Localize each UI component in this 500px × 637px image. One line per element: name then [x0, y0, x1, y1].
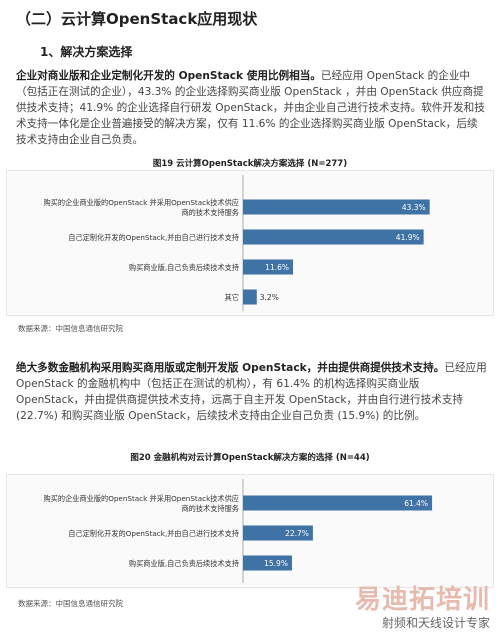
bar [243, 259, 294, 275]
watermark-title: 易迪拓培训 [354, 585, 490, 615]
category-label: 其它 [225, 293, 239, 302]
bar [243, 495, 433, 511]
figure-19-svg: 购买的企业商业版的OpenStack 并采用OpenStack技术供应商的技术支… [44, 175, 430, 311]
section-title: （二）云计算OpenStack应用现状 [16, 10, 258, 28]
figure-19-source: 数据来源：中国信息通信研究院 [18, 324, 123, 333]
bar [243, 199, 430, 215]
category-label: 购买的企业商业版的OpenStack 并采用OpenStack技术供应 [44, 198, 239, 207]
category-label: 购买商业版,自己负责后续技术支持 [129, 263, 239, 272]
category-label: 购买商业版,自己负责后续技术支持 [129, 559, 239, 568]
data-label: 15.9% [264, 559, 288, 568]
figure-20-svg: 购买的企业商业版的OpenStack 并采用OpenStack技术供应商的技术支… [44, 479, 433, 583]
bar [243, 229, 424, 245]
data-label: 41.9% [396, 233, 420, 242]
paragraph-2-body: 已经应用 OpenStack 的金融机构中（包括正在测试的机构），有 61.4%… [16, 362, 487, 422]
paragraph-2: 绝大多数金融机构采用购买商用版或定制开发版 OpenStack，并由提供商提供技… [16, 360, 488, 424]
category-label: 购买的企业商业版的OpenStack 并采用OpenStack技术供应 [44, 494, 239, 503]
paragraph-2-lead: 绝大多数金融机构采用购买商用版或定制开发版 OpenStack，并由提供商提供技… [16, 362, 445, 374]
category-label: 商的技术支持服务 [181, 208, 239, 217]
figure-20-chart: 购买的企业商业版的OpenStack 并采用OpenStack技术供应 商的技术支… [6, 474, 494, 588]
data-label: 22.7% [285, 529, 309, 538]
paragraph-1-lead: 企业对商业版和企业定制化开发的 OpenStack 使用比例相当。 [16, 70, 321, 82]
figure-20-source: 数据来源：中国信息通信研究院 [18, 599, 123, 608]
paragraph-1: 企业对商业版和企业定制化开发的 OpenStack 使用比例相当。已经应用 Op… [16, 68, 488, 148]
data-label: 3.2% [260, 293, 279, 302]
category-label: 商的技术支持服务 [181, 504, 239, 513]
bar [243, 555, 292, 571]
bar [243, 525, 313, 541]
data-label: 43.3% [402, 203, 426, 212]
watermark-subtitle: 射频和天线设计专家 [381, 616, 490, 630]
figure-20-title: 图20 金融机构对云计算OpenStack解决方案的选择 (N=44) [130, 453, 370, 463]
watermark-logo: 易迪拓培训 射频和天线设计专家 [355, 579, 490, 631]
paragraph-1-body: 已经应用 OpenStack 的企业中（包括正在测试的企业），43.3% 的企业… [16, 70, 485, 146]
subsection-title: 1、解决方案选择 [40, 45, 133, 59]
category-label: 自己定制化开发的OpenStack,并由自己进行技术支持 [68, 233, 239, 242]
bar [243, 289, 257, 305]
figure-19-chart: 购买的企业商业版的OpenStack 并采用OpenStack技术供应 商的技术支… [6, 170, 494, 316]
category-label: 自己定制化开发的OpenStack,并由自己进行技术支持 [68, 529, 239, 538]
data-label: 61.4% [404, 499, 428, 508]
data-label: 11.6% [265, 263, 289, 272]
figure-19-title: 图19 云计算OpenStack解决方案选择 (N=277) [152, 159, 348, 169]
